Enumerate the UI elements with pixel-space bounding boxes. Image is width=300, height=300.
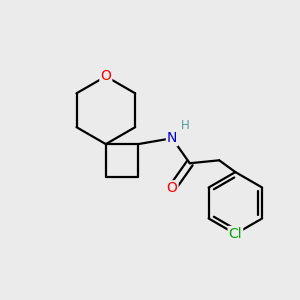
Text: N: N [167,131,177,145]
Text: O: O [100,69,111,83]
Text: H: H [181,119,190,132]
Text: Cl: Cl [229,227,242,241]
Text: O: O [167,181,178,195]
